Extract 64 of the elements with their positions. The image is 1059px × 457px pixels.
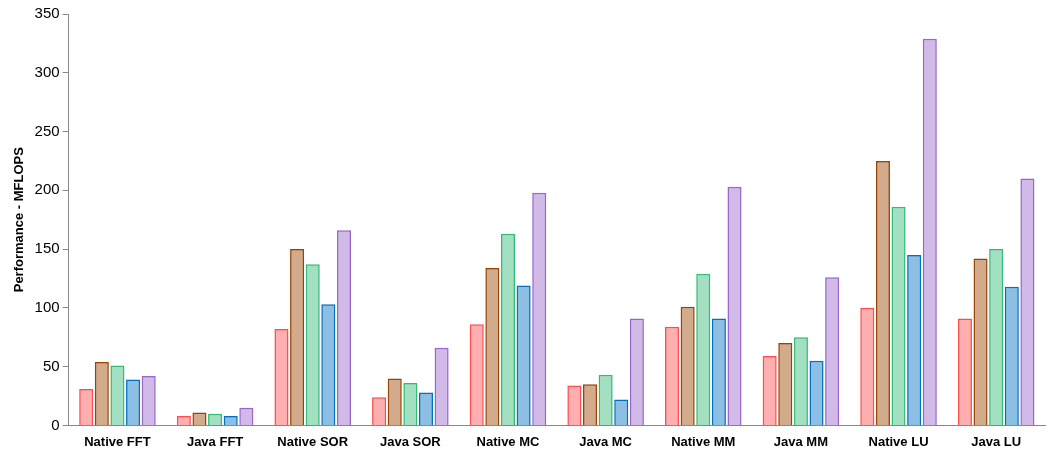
bar: [762, 356, 777, 425]
y-tick-label: 350: [34, 4, 60, 22]
x-tick-label: Native LU: [868, 433, 929, 449]
y-tick-label: 50: [42, 356, 60, 374]
bar: [141, 376, 156, 425]
y-tick-label: 100: [34, 298, 60, 315]
bar: [485, 267, 500, 425]
y-tick-label: 250: [34, 121, 60, 139]
bar: [290, 249, 305, 425]
bar: [582, 384, 598, 425]
bar: [614, 399, 629, 425]
bar: [336, 230, 351, 425]
x-tick-label: Native FFT: [84, 433, 151, 449]
x-tick-label: Java MC: [579, 433, 633, 449]
bar: [94, 361, 109, 425]
bar: [387, 378, 402, 425]
bar: [110, 365, 125, 425]
x-tick-label: Java LU: [971, 433, 1022, 449]
x-tick-label: Java SOR: [380, 433, 442, 449]
bar: [305, 264, 320, 425]
bar: [665, 326, 680, 425]
bar: [711, 318, 726, 425]
bar: [79, 388, 94, 425]
bar: [825, 277, 840, 425]
y-tick-label: 150: [34, 239, 60, 257]
x-tick-label: Native MM: [671, 433, 736, 449]
x-tick-label: Java FFT: [186, 433, 244, 449]
bar: [793, 337, 808, 425]
bar: [696, 273, 711, 425]
bar: [680, 306, 695, 425]
bar: [922, 38, 937, 425]
bar: [973, 258, 988, 425]
bar: [727, 186, 742, 425]
bar: [418, 392, 434, 425]
bar: [403, 383, 418, 425]
bar: [321, 304, 336, 425]
bar: [1004, 286, 1019, 425]
x-tick-label: Java MM: [773, 433, 829, 449]
y-tick-label: 300: [34, 62, 60, 80]
bar: [778, 343, 793, 425]
bar: [469, 324, 484, 425]
bar: [434, 347, 449, 425]
bar: [891, 206, 906, 425]
bar: [875, 160, 890, 425]
y-tick-label: 0: [51, 415, 60, 433]
y-tick-label: 200: [34, 180, 60, 198]
x-tick-label: Native SOR: [277, 433, 349, 449]
bar: [860, 307, 875, 425]
y-axis-title: Performance - MFLOPS: [11, 146, 27, 293]
bar: [516, 285, 531, 425]
bar: [126, 379, 141, 425]
bar: [629, 318, 644, 425]
bar: [500, 233, 516, 425]
bar: [957, 318, 972, 425]
bar: [1020, 178, 1035, 425]
bar: [274, 329, 289, 425]
bar: [567, 385, 582, 425]
bar: [907, 254, 922, 425]
bar: [809, 360, 824, 425]
x-tick-label: Native MC: [476, 433, 541, 449]
bar: [532, 192, 547, 425]
bar: [989, 249, 1004, 425]
bar: [598, 374, 613, 425]
bar: [372, 397, 387, 425]
